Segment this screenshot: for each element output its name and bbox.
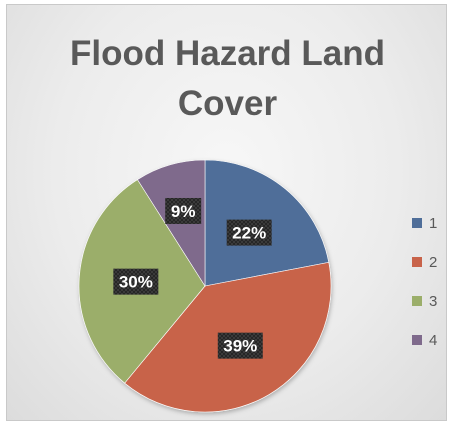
data-label-text: 39% <box>223 337 257 356</box>
legend-label: 3 <box>429 293 437 310</box>
data-label-text: 22% <box>232 224 266 243</box>
legend-swatch <box>412 218 422 228</box>
data-labels: 22% 39% 30% 9% <box>113 197 272 359</box>
legend-swatch <box>412 296 422 306</box>
legend-label: 1 <box>429 215 437 232</box>
chart-title: Flood Hazard Land Cover <box>70 34 385 123</box>
legend-item-2: 2 <box>412 254 437 271</box>
legend-label: 2 <box>429 254 437 271</box>
legend-swatch <box>412 335 422 345</box>
data-label-3: 30% <box>113 268 159 295</box>
legend-label: 4 <box>429 332 437 349</box>
data-label-box <box>217 332 263 359</box>
legend-swatch <box>412 257 422 267</box>
legend: 1 2 3 4 <box>412 215 437 349</box>
chart-area: Flood Hazard Land Cover 22% 39% 30% 9% 1 2 3 4 <box>6 4 447 421</box>
data-label-box <box>165 197 202 224</box>
data-label-text: 9% <box>171 202 196 221</box>
legend-item-1: 1 <box>412 215 437 232</box>
data-label-4: 9% <box>165 197 202 224</box>
data-label-box <box>226 219 272 246</box>
legend-item-4: 4 <box>412 332 437 349</box>
data-label-text: 30% <box>119 273 153 292</box>
data-label-2: 39% <box>217 332 263 359</box>
legend-item-3: 3 <box>412 293 437 310</box>
data-label-1: 22% <box>226 219 272 246</box>
data-label-box <box>113 268 159 295</box>
pie-chart: 22% 39% 30% 9% 1 2 3 4 <box>78 159 437 413</box>
